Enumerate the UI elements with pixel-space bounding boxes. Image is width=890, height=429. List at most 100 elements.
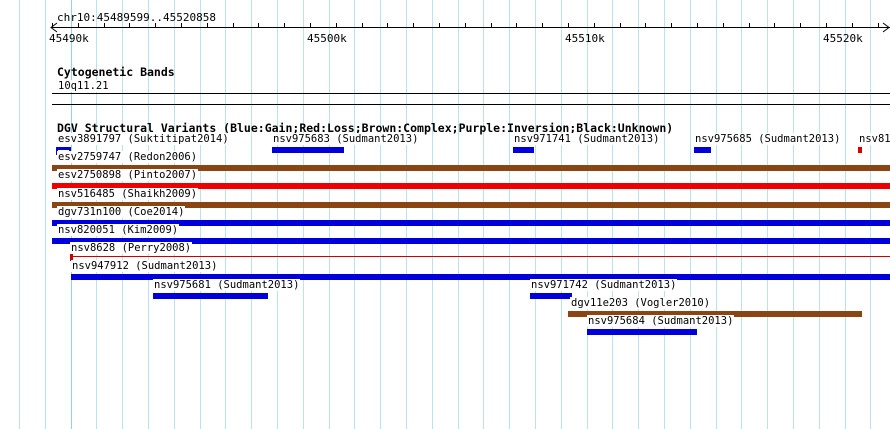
ruler-tick (387, 23, 388, 28)
feature-label[interactable]: nsv8628 (Perry2008) (70, 242, 193, 255)
ruler-tick (878, 23, 879, 28)
gridline (251, 0, 252, 429)
feature-label[interactable]: nsv975681 (Sudmant2013) (153, 278, 301, 291)
ruler-tick-label: 45510k (565, 32, 605, 45)
feature-label-cytoband[interactable]: 10q11.21 (57, 80, 110, 92)
ruler-tick (78, 23, 79, 28)
ruler-tick (542, 23, 543, 28)
ruler-tick (852, 23, 853, 28)
feature-label[interactable]: nsv820051 (Kim2009) (57, 224, 180, 236)
ruler-tick (671, 23, 672, 28)
feature-start-cap (70, 254, 73, 262)
ruler-tick (155, 23, 156, 28)
feature-label[interactable]: dgv731n100 (Coe2014) (57, 205, 186, 218)
gridline (819, 0, 820, 429)
ruler-tick (826, 23, 827, 28)
ruler-tick (336, 23, 337, 28)
gridline (380, 0, 381, 429)
ruler-tick (774, 23, 775, 28)
feature-label[interactable]: nsv971741 (Sudmant2013) (513, 133, 661, 145)
ruler-tick (645, 23, 646, 28)
feature-glyph-bar[interactable] (587, 329, 697, 335)
ruler-tick (413, 23, 414, 28)
gridline (225, 0, 226, 429)
gridline (845, 0, 846, 429)
ruler-tick (800, 23, 801, 28)
ruler-tick (491, 23, 492, 28)
gridline (200, 0, 201, 429)
gridline (741, 0, 742, 429)
arrow-right-icon (882, 22, 890, 33)
ruler-tick (52, 23, 53, 28)
feature-glyph-bar[interactable] (694, 147, 711, 153)
feature-label[interactable]: esv3891797 (Suktitipat2014) (57, 133, 230, 145)
feature-label[interactable]: esv2759747 (Redon2006) (57, 151, 199, 164)
gridline (612, 0, 613, 429)
feature-glyph-bar[interactable] (52, 238, 890, 244)
feature-label[interactable]: nsv947912 (Sudmant2013) (71, 260, 219, 273)
gridline (870, 0, 871, 429)
track-title-cytogenetic-bands: Cytogenetic Bands (57, 65, 175, 79)
ruler-axis (52, 27, 890, 28)
feature-glyph-bar[interactable] (513, 147, 534, 153)
feature-glyph-bar[interactable] (530, 292, 572, 299)
gridline (509, 0, 510, 429)
ruler-tick (310, 23, 311, 28)
feature-label[interactable]: nsv975684 (Sudmant2013) (587, 315, 735, 327)
ruler-tick (362, 23, 363, 28)
gridline (354, 0, 355, 429)
gridline (561, 0, 562, 429)
ruler-tick (233, 23, 234, 28)
ruler-tick (181, 23, 182, 28)
feature-label[interactable]: nsv975685 (Sudmant2013) (694, 133, 842, 145)
feature-label[interactable]: nsv516485 (Shaikh2009) (57, 187, 199, 200)
arrow-left-icon (50, 22, 58, 33)
feature-glyph-bar[interactable] (52, 165, 890, 172)
track-separator-1 (52, 104, 890, 105)
bracket-right-cap (69, 147, 71, 155)
gridline (329, 0, 330, 429)
gridline (638, 0, 639, 429)
bracket-span (56, 147, 71, 150)
ruler-tick (258, 23, 259, 28)
feature-glyph-bar[interactable] (858, 147, 862, 153)
feature-glyph-bar[interactable] (52, 183, 890, 190)
gridline (277, 0, 278, 429)
feature-glyph-bar[interactable] (71, 274, 890, 281)
track-title-dgv: DGV Structural Variants (Blue:Gain;Red:L… (57, 121, 674, 135)
ruler-tick (284, 23, 285, 28)
gridline (716, 0, 717, 429)
ruler-tick (749, 23, 750, 28)
feature-glyph-bar[interactable] (568, 310, 862, 317)
ruler-tick (516, 23, 517, 28)
feature-label[interactable]: nsv975683 (Sudmant2013) (272, 133, 420, 145)
feature-glyph-line[interactable] (70, 256, 890, 258)
ruler-tick (439, 23, 440, 28)
gridline (303, 0, 304, 429)
feature-label[interactable]: nsv815 (858, 133, 890, 145)
feature-glyph-bracket[interactable] (56, 147, 71, 155)
gridline (432, 0, 433, 429)
ruler-tick (207, 23, 208, 28)
feature-glyph-bar[interactable] (153, 292, 268, 299)
feature-glyph-bar[interactable] (52, 219, 890, 226)
feature-glyph-bar[interactable] (272, 147, 344, 153)
cytoband-bar[interactable] (52, 93, 890, 94)
gridline (793, 0, 794, 429)
feature-glyph-bar[interactable] (52, 201, 890, 208)
gridline (664, 0, 665, 429)
feature-label[interactable]: nsv971742 (Sudmant2013) (530, 278, 678, 291)
gridline (458, 0, 459, 429)
feature-label[interactable]: esv2750898 (Pinto2007) (57, 169, 199, 182)
locus-label: chr10:45489599..45520858 (57, 11, 216, 24)
ruler-tick-label: 45520k (823, 32, 863, 45)
gridline (587, 0, 588, 429)
gridline (690, 0, 691, 429)
feature-label[interactable]: dgv11e203 (Vogler2010) (570, 296, 712, 309)
bracket-left-cap (56, 147, 58, 155)
ruler-tick (129, 23, 130, 28)
gridline (19, 0, 20, 429)
ruler-tick (697, 23, 698, 28)
gridline (483, 0, 484, 429)
